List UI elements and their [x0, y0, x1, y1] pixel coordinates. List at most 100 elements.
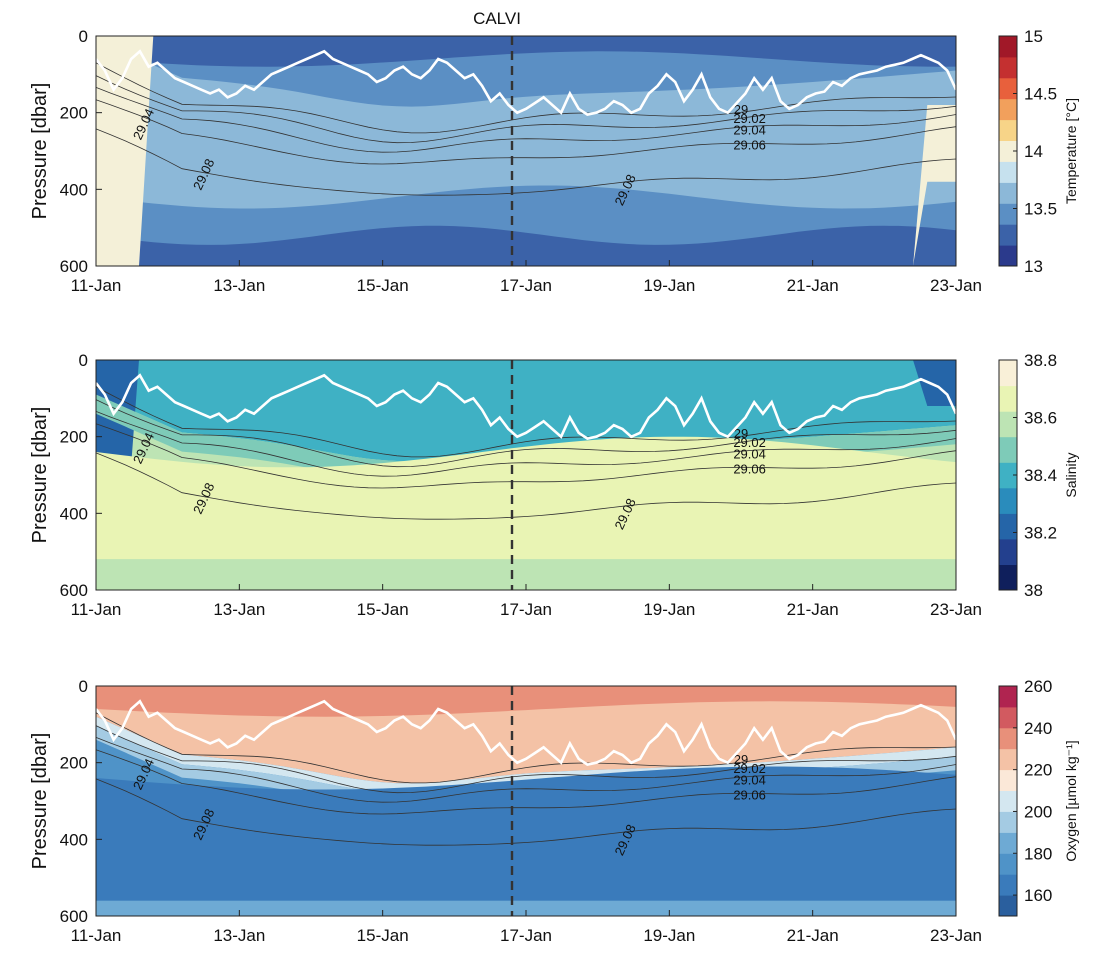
x-tick-label: 19-Jan [643, 600, 695, 619]
y-axis-label: Pressure [dbar] [29, 407, 51, 544]
colorbar-tick-label: 220 [1024, 761, 1052, 780]
band-surface [96, 36, 956, 67]
colorbar-tick-label: 160 [1024, 886, 1052, 905]
colorbar-swatch [999, 385, 1017, 412]
colorbar-swatch [999, 895, 1017, 917]
colorbar-tick-label: 38.2 [1024, 524, 1057, 543]
colorbar-swatch [999, 686, 1017, 708]
isopycnal-label: 29.02 [733, 761, 766, 776]
isopycnal-line [95, 99, 957, 165]
colorbar-label: Temperature [°C] [1063, 98, 1079, 204]
y-tick-label: 0 [79, 351, 88, 370]
contour-field [96, 36, 956, 266]
isopycnal-line [95, 725, 957, 794]
isopycnal-line [95, 62, 957, 134]
isopycnal-label: 29.06 [733, 138, 766, 153]
y-axis: 0 200 400 600 Pressure [dbar] [29, 351, 102, 600]
x-tick-label: 19-Jan [643, 926, 695, 945]
isopycnal-label: 29.02 [733, 435, 766, 450]
x-tick-label: 11-Jan [71, 600, 122, 619]
band-deeper [96, 225, 956, 266]
colorbar-tick-label: 13.5 [1024, 200, 1057, 219]
colorbar-tick-label: 38 [1024, 581, 1043, 600]
isopycnal-label: 29.04 [733, 772, 766, 787]
band-oxy-bottom [96, 900, 956, 916]
colorbar-swatch [999, 727, 1017, 750]
isopycnal-line [95, 737, 957, 803]
isopycnal-line [95, 386, 957, 458]
y-axis-label: Pressure [dbar] [29, 733, 51, 870]
colorbar-swatch [999, 98, 1017, 121]
isopycnal-line [95, 128, 957, 196]
mixed-layer-line [94, 699, 958, 766]
y-tick-label: 200 [60, 428, 88, 447]
colorbar-swatch [999, 182, 1017, 204]
colorbar-swatch [999, 769, 1017, 791]
x-tick-label: 11-Jan [71, 926, 122, 945]
x-tick-label: 21-Jan [787, 276, 839, 295]
colorbar-swatch [999, 360, 1017, 387]
x-axis: 11-Jan 13-Jan 15-Jan 17-Jan 19-Jan 21-Jan 23-J… [71, 260, 982, 295]
x-axis: 11-Jan 13-Jan 15-Jan 17-Jan 19-Jan 21-Jan 23-J… [71, 584, 982, 619]
colorbar-tick-label: 38.4 [1024, 466, 1057, 485]
isopycnal-label: 29 [734, 102, 748, 117]
colorbar-swatch [999, 436, 1017, 463]
mixed-layer-line [94, 49, 958, 116]
y-tick-label: 200 [60, 104, 88, 123]
mixed-layer-line [94, 373, 958, 440]
colorbar-swatch [999, 203, 1017, 225]
colorbar: 38 38.2 38.4 38.6 38.8 Salinity [998, 351, 1079, 600]
isopycnal-line [95, 399, 957, 468]
isopycnal-line [95, 87, 957, 153]
colorbar-swatch [999, 538, 1017, 565]
colorbar-swatch [999, 706, 1017, 729]
y-axis-label: Pressure [dbar] [29, 83, 51, 220]
isopycnal-line [95, 423, 957, 489]
y-tick-label: 400 [60, 180, 88, 199]
x-tick-label: 17-Jan [500, 926, 552, 945]
y-axis: 0 200 400 600 Pressure [dbar] [29, 677, 102, 926]
y-tick-label: 0 [79, 27, 88, 46]
x-tick-label: 23-Jan [930, 600, 982, 619]
band-oxy-min [96, 766, 956, 901]
colorbar: 160 180 200 220 240 260 Oxygen [µmol kg⁻¹] [998, 677, 1079, 917]
x-tick-label: 15-Jan [357, 600, 409, 619]
isopycnal-label: 29 [734, 752, 748, 767]
colorbar-tick-label: 14.5 [1024, 85, 1057, 104]
isopycnal-line [95, 75, 957, 144]
isopycnal-line [95, 411, 957, 477]
isopycnal-label: 29.06 [733, 462, 766, 477]
y-tick-label: 200 [60, 754, 88, 773]
x-tick-label: 15-Jan [357, 926, 409, 945]
contour-field [96, 686, 956, 916]
colorbar-swatch [999, 411, 1017, 438]
x-axis: 11-Jan 13-Jan 15-Jan 17-Jan 19-Jan 21-Jan 23-J… [71, 910, 982, 945]
colorbar-swatch [999, 853, 1017, 875]
x-tick-label: 17-Jan [500, 276, 552, 295]
colorbar: 13 13.5 14 14.5 15 Temperature [°C] [998, 27, 1079, 276]
colorbar-tick-label: 38.6 [1024, 409, 1057, 428]
x-tick-label: 21-Jan [787, 926, 839, 945]
x-tick-label: 13-Jan [213, 276, 265, 295]
y-tick-label: 600 [60, 907, 88, 926]
colorbar-swatch [999, 56, 1017, 79]
colorbar-swatch [999, 224, 1017, 246]
colorbar-tick-label: 240 [1024, 719, 1052, 738]
y-axis: 0 200 400 600 Pressure [dbar] [29, 27, 102, 276]
colorbar-tick-label: 260 [1024, 677, 1052, 696]
colorbar-swatch [999, 77, 1017, 100]
x-tick-label: 13-Jan [213, 926, 265, 945]
colorbar-swatch [999, 140, 1017, 162]
band-oxy-transition [96, 716, 956, 793]
x-tick-label: 17-Jan [500, 600, 552, 619]
x-tick-label: 15-Jan [357, 276, 409, 295]
y-tick-label: 400 [60, 830, 88, 849]
isopycnal-line [95, 778, 957, 846]
colorbar-swatch [999, 36, 1017, 58]
colorbar-swatch [999, 748, 1017, 771]
